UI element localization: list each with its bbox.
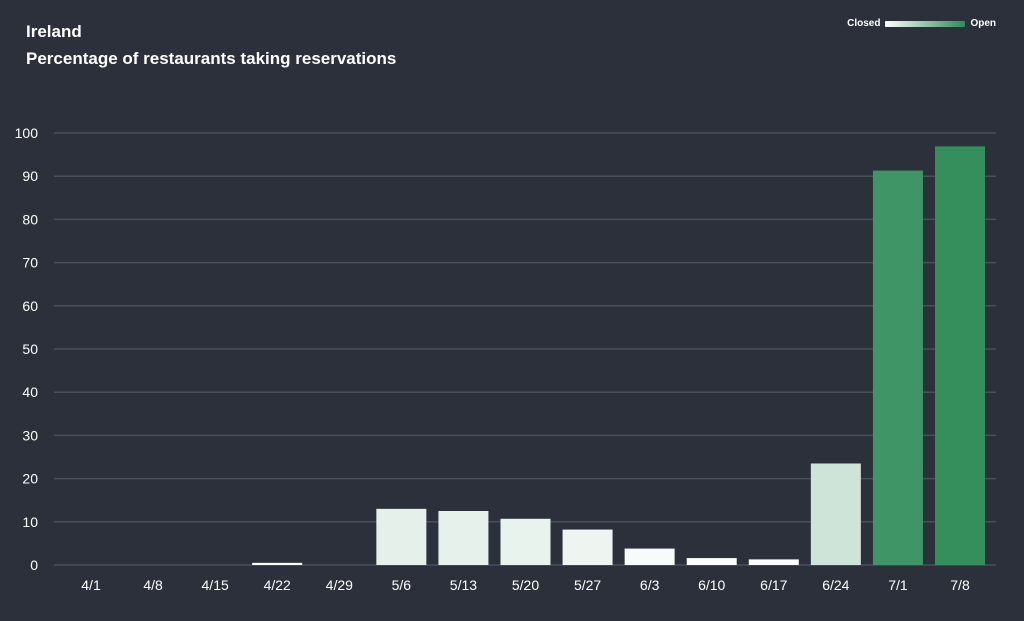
y-tick-label: 80	[22, 211, 38, 227]
bar-6-17	[748, 559, 799, 565]
x-tick-label: 7/8	[950, 577, 970, 593]
x-tick-label: 4/29	[326, 577, 353, 593]
x-tick-label: 4/22	[264, 577, 291, 593]
legend-low-label: Closed	[847, 18, 881, 29]
chart-subtitle: Percentage of restaurants taking reserva…	[26, 49, 397, 68]
bars	[252, 146, 985, 566]
y-tick-label: 60	[22, 298, 38, 314]
y-tick-label: 40	[22, 384, 38, 400]
x-tick-label: 5/27	[574, 577, 601, 593]
y-tick-label: 70	[22, 255, 38, 271]
x-tick-label: 6/10	[698, 577, 725, 593]
bar-5-27	[562, 529, 613, 565]
bar-4-22	[252, 562, 303, 565]
x-tick-label: 4/8	[143, 577, 163, 593]
chart-title: Ireland	[26, 22, 82, 41]
y-tick-label: 50	[22, 341, 38, 357]
y-tick-label: 10	[22, 514, 38, 530]
bar-5-13	[438, 511, 489, 565]
bar-7-8	[935, 146, 985, 565]
legend-high-label: Open	[970, 18, 996, 29]
x-tick-label: 6/3	[640, 577, 660, 593]
legend: Closed Open	[847, 18, 996, 29]
x-tick-label: 6/17	[760, 577, 787, 593]
x-tick-label: 5/13	[450, 577, 477, 593]
x-tick-label: 4/1	[81, 577, 101, 593]
legend-gradient	[885, 20, 966, 27]
y-tick-label: 90	[22, 168, 38, 184]
bar-6-24	[810, 463, 861, 565]
bar-6-3	[624, 548, 675, 565]
y-tick-label: 20	[22, 471, 38, 487]
bar-7-1	[872, 170, 923, 566]
x-tick-label: 5/20	[512, 577, 539, 593]
x-axis: 4/1 4/8 4/15 4/22 4/29 5/6 5/13 5/20 5/27 6/3 6/10…	[81, 577, 970, 593]
y-tick-label: 30	[22, 427, 38, 443]
bar-5-6	[376, 508, 427, 565]
x-tick-label: 4/15	[202, 577, 229, 593]
y-tick-label: 0	[30, 557, 38, 573]
x-tick-label: 5/6	[392, 577, 412, 593]
bar-6-10	[686, 558, 737, 565]
y-axis: 0 10 20 30 40 50 60 70 80 90 100	[15, 125, 39, 573]
x-tick-label: 6/24	[822, 577, 849, 593]
bar-5-20	[500, 518, 551, 565]
x-tick-label: 7/1	[888, 577, 908, 593]
y-tick-label: 100	[15, 125, 39, 141]
